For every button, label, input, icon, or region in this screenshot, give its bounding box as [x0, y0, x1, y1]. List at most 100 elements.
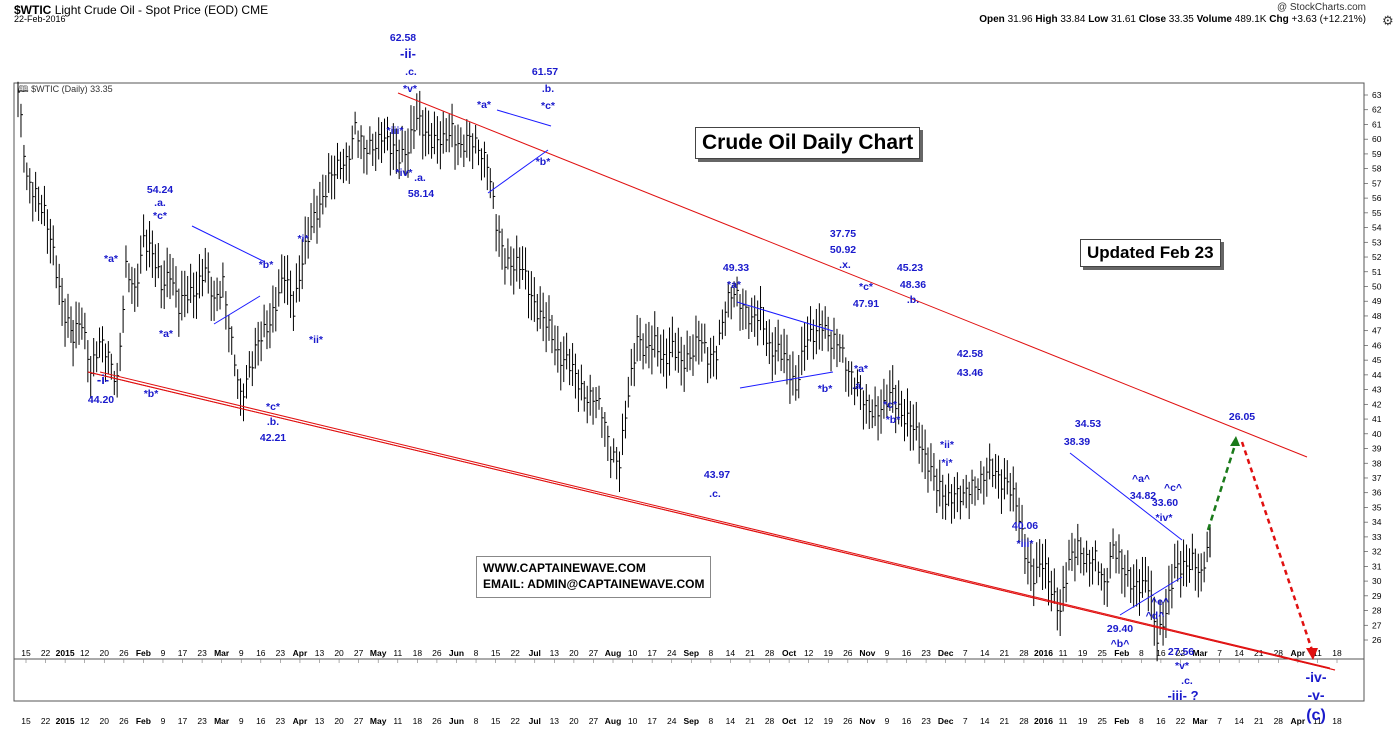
x-tick-label: 22: [1176, 716, 1186, 726]
wave-label: .a.: [852, 380, 864, 392]
wave-label: *a*: [104, 253, 119, 265]
x-tick-label: 21: [745, 716, 755, 726]
wave-label: .a.: [154, 197, 166, 209]
wave-label: .b.: [267, 416, 279, 428]
open-value: 31.96: [1007, 14, 1033, 25]
x-tick-label: 21: [745, 648, 755, 658]
wave-label: -i-: [97, 372, 109, 387]
x-tick-label: 11: [1313, 716, 1322, 726]
wave-label: *c*: [883, 399, 898, 411]
x-tick-label: 23: [921, 648, 931, 658]
wave-label: *a*: [159, 328, 174, 340]
low-label: Low: [1088, 14, 1109, 25]
x-tick-label: 13: [550, 716, 560, 726]
symbol-line: $WTIC Light Crude Oil - Spot Price (EOD)…: [14, 3, 268, 17]
x-tick-label: 23: [921, 716, 931, 726]
x-tick-label: 14: [726, 648, 736, 658]
open-label: Open: [979, 14, 1005, 25]
chart-title-box: Crude Oil Daily Chart: [695, 127, 921, 159]
settings-gear-icon[interactable]: ⚙: [1382, 13, 1394, 28]
wave-label: *b*: [886, 414, 902, 426]
y-tick-label: 34: [1372, 517, 1382, 527]
y-axis: 26 27 28 29 30 31 32 33 34 35 36 37 38 39 40 41 42 43 44 45…: [1364, 90, 1382, 645]
x-tick-label: 12: [804, 716, 814, 726]
wave-label: 33.60: [1152, 497, 1178, 509]
x-tick-label: 16: [256, 648, 266, 658]
x-tick-label: 10: [628, 648, 638, 658]
y-tick-label: 32: [1372, 547, 1382, 557]
x-tick-label: May: [370, 716, 387, 726]
x-tick-label: 19: [824, 648, 834, 658]
x-tick-label: 27: [354, 648, 364, 658]
email-text: EMAIL: ADMIN@CAPTAINEWAVE.COM: [483, 577, 705, 591]
x-tick-label: Dec: [938, 648, 954, 658]
trend-lines: [87, 92, 1336, 671]
x-tick-label: Feb: [136, 648, 151, 658]
x-tick-label: 9: [161, 716, 166, 726]
wave-label: *iv*: [396, 167, 414, 179]
volume-value: 489.1K: [1234, 14, 1267, 25]
x-tick-label: 2016: [1034, 716, 1053, 726]
x-tick-label: 12: [80, 648, 90, 658]
wave-label: 34.82: [1130, 490, 1156, 502]
x-tick-label: 26: [432, 716, 442, 726]
wave-label: -iii- ?: [1167, 688, 1198, 703]
wave-label: .c.: [1181, 675, 1193, 687]
y-tick-label: 31: [1372, 561, 1382, 571]
y-tick-label: 38: [1372, 458, 1382, 468]
y-tick-label: 59: [1372, 149, 1382, 159]
x-tick-label: Aug: [605, 648, 622, 658]
x-tick-label: 28: [1274, 716, 1284, 726]
y-tick-label: 45: [1372, 355, 1382, 365]
x-tick-label: 8: [708, 648, 713, 658]
x-tick-label: 17: [647, 716, 657, 726]
x-tick-label: 9: [885, 716, 890, 726]
chg-label: Chg: [1269, 14, 1289, 25]
wave-label: *b*: [259, 259, 275, 271]
x-tick-label: 28: [1274, 648, 1284, 658]
close-label: Close: [1138, 14, 1167, 25]
y-tick-label: 44: [1372, 370, 1382, 380]
x-tick-label: 20: [334, 716, 344, 726]
y-tick-label: 26: [1372, 635, 1382, 645]
x-tick-label: 26: [843, 716, 853, 726]
x-tick-label: 16: [256, 716, 266, 726]
y-tick-label: 54: [1372, 223, 1382, 233]
chart-legend: 🕮 $WTIC (Daily) 33.35: [18, 84, 113, 94]
y-tick-label: 51: [1372, 267, 1382, 277]
x-axis-top: 15 22 2015 12 20 26 Feb 9 17 23 Mar 9 16 23 Apr 13 20 27 M…: [21, 648, 1342, 663]
x-tick-label: Dec: [938, 716, 954, 726]
x-tick-label: 26: [432, 648, 442, 658]
y-tick-label: 55: [1372, 208, 1382, 218]
x-tick-label: 18: [1332, 716, 1342, 726]
wave-label: *a*: [477, 99, 492, 111]
wave-label: *ii*: [309, 334, 324, 346]
wave-label: ^d^: [1146, 610, 1165, 622]
channel-upper-line: [397, 92, 1308, 458]
x-tick-label: 22: [41, 716, 51, 726]
wave-label: *c*: [541, 100, 556, 112]
x-tick-label: 27: [589, 648, 599, 658]
updated-box: Updated Feb 23: [1080, 239, 1221, 267]
x-tick-label: Nov: [859, 648, 875, 658]
wave-label: 44.20: [88, 394, 114, 406]
wave-label: .b.: [907, 294, 919, 306]
wave-label: 26.05: [1229, 411, 1255, 423]
x-tick-label: 14: [1234, 716, 1244, 726]
x-tick-label: 18: [413, 716, 423, 726]
symbol-description: Light Crude Oil - Spot Price (EOD) CME: [54, 3, 269, 17]
x-tick-label: 11: [393, 716, 402, 726]
wedge-upper-line: [1069, 452, 1183, 541]
wave-label: ^e^: [1151, 596, 1169, 608]
y-tick-label: 57: [1372, 178, 1382, 188]
x-tick-label: 13: [315, 716, 325, 726]
low-value: 31.61: [1110, 14, 1136, 25]
x-tick-label: 26: [843, 648, 853, 658]
wave-label: .c.: [709, 488, 721, 500]
y-tick-label: 60: [1372, 134, 1382, 144]
y-tick-label: 37: [1372, 473, 1382, 483]
x-tick-label: 23: [197, 716, 207, 726]
y-tick-label: 46: [1372, 340, 1382, 350]
x-tick-label: 11: [1059, 648, 1068, 658]
y-tick-label: 27: [1372, 620, 1382, 630]
